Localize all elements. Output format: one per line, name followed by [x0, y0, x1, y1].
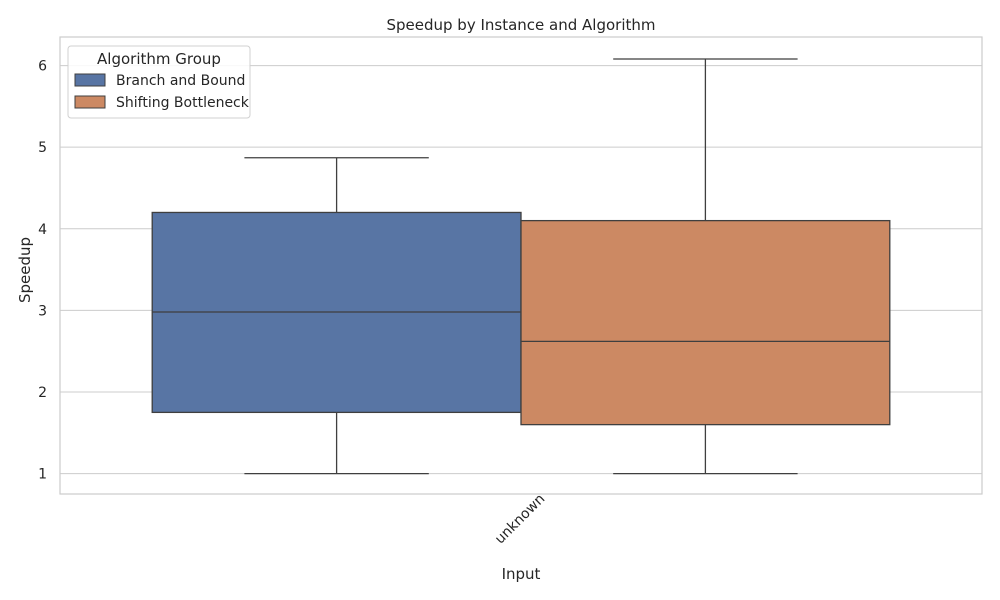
- iqr-box: [520, 219, 891, 426]
- y-tick-label: 5: [38, 140, 47, 156]
- y-tick-labels: 1 2 3 4 5 6: [38, 59, 47, 483]
- legend: Algorithm Group Branch and Bound Shifting…: [67, 45, 251, 119]
- y-tick-label: 4: [38, 222, 47, 238]
- y-tick-label: 1: [38, 467, 47, 483]
- legend-swatch: [74, 73, 106, 87]
- legend-title: Algorithm Group: [97, 50, 221, 68]
- y-tick-label: 3: [38, 303, 47, 319]
- legend-entry-label: Shifting Bottleneck: [116, 95, 250, 111]
- plot-frame: [59, 36, 983, 495]
- y-tick-label: 6: [38, 59, 47, 75]
- box-shifting-bottleneck: [520, 58, 891, 475]
- box-plot-marks: [151, 58, 891, 475]
- legend-entry-label: Branch and Bound: [116, 73, 245, 89]
- legend-swatch: [74, 95, 106, 109]
- legend-frame: [67, 45, 251, 119]
- chart-title: Speedup by Instance and Algorithm: [386, 16, 655, 34]
- x-axis-label: Input: [502, 565, 541, 583]
- box-branch-and-bound: [151, 157, 522, 475]
- y-tick-label: 2: [38, 385, 47, 401]
- legend-entries: Branch and Bound Shifting Bottleneck: [74, 73, 250, 111]
- y-axis-label: Speedup: [16, 237, 34, 303]
